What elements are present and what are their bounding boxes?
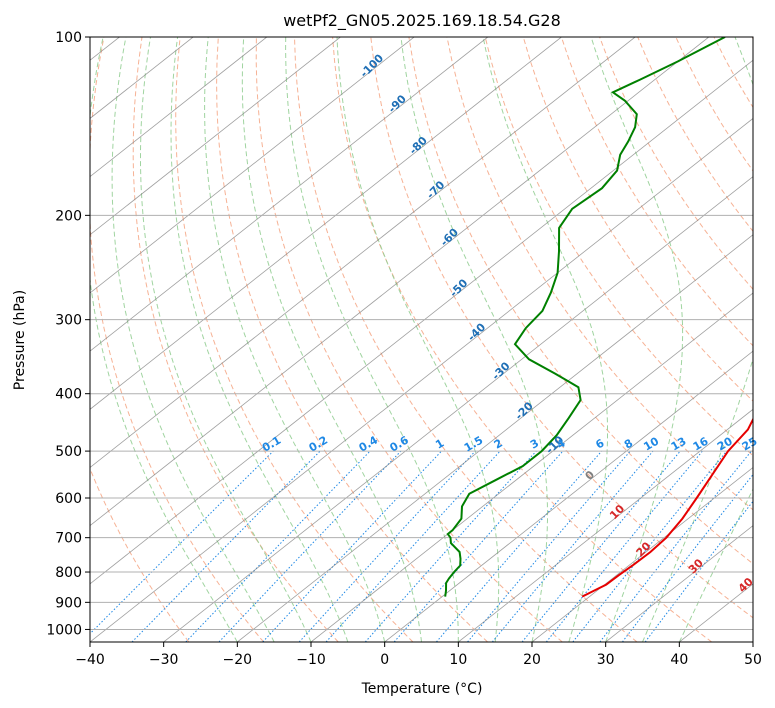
dry-adiabat bbox=[484, 37, 753, 457]
x-tick-label: −10 bbox=[296, 652, 326, 668]
isotherm-line bbox=[605, 525, 753, 642]
x-axis-title: Temperature (°C) bbox=[361, 681, 483, 697]
dry-adiabat bbox=[408, 37, 753, 565]
isotherm-line bbox=[310, 292, 753, 642]
mixing-ratio-line bbox=[599, 450, 752, 642]
mixing-ratio-line bbox=[621, 473, 753, 642]
dewpoint-profile bbox=[444, 37, 726, 597]
mixing-ratio-line bbox=[218, 450, 402, 642]
y-tick-label: 400 bbox=[55, 387, 82, 403]
moist-adiabat bbox=[140, 37, 312, 642]
dry-adiabat bbox=[132, 37, 339, 642]
isotherm-line bbox=[90, 37, 268, 178]
dry-adiabat bbox=[90, 37, 264, 642]
isotherm-line bbox=[752, 641, 753, 642]
temperature-profile bbox=[581, 417, 753, 598]
mixing-ratio-line bbox=[572, 450, 728, 642]
dry-adiabat bbox=[522, 37, 753, 402]
x-tick-label: 0 bbox=[380, 652, 389, 668]
isotherm-line bbox=[458, 408, 753, 642]
chart-title: wetPf2_GN05.2025.169.18.54.G28 bbox=[283, 11, 561, 31]
mixing-ratio-line bbox=[298, 450, 476, 642]
y-tick-label: 800 bbox=[55, 565, 82, 581]
dry-adiabat bbox=[90, 467, 190, 642]
x-tick-label: −40 bbox=[75, 652, 105, 668]
moist-adiabat bbox=[336, 37, 500, 642]
x-tick-label: 10 bbox=[449, 652, 467, 668]
y-tick-label: 1000 bbox=[46, 622, 82, 638]
x-tick-label: −30 bbox=[149, 652, 179, 668]
moist-adiabat bbox=[111, 37, 275, 642]
isotherm-line bbox=[531, 466, 753, 642]
grid-layer bbox=[90, 37, 753, 642]
plot-frame bbox=[89, 36, 754, 643]
mixing-ratio-line bbox=[467, 450, 631, 642]
mixing-ratio-line bbox=[262, 450, 442, 642]
dry-adiabat bbox=[751, 37, 753, 40]
mixing-ratio-line bbox=[393, 450, 564, 642]
moist-adiabat bbox=[590, 37, 684, 642]
isotherm-line bbox=[90, 37, 562, 410]
x-tick-label: 20 bbox=[523, 652, 541, 668]
y-tick-label: 600 bbox=[55, 491, 82, 507]
y-axis-title: Pressure (hPa) bbox=[12, 290, 28, 390]
dry-adiabat bbox=[294, 37, 638, 642]
mixing-ratio-line bbox=[185, 450, 371, 642]
x-tick-label: 30 bbox=[597, 652, 615, 668]
dry-adiabat bbox=[216, 37, 488, 642]
y-tick-label: 100 bbox=[55, 30, 82, 46]
isotherm-line bbox=[90, 117, 753, 642]
y-tick-label: 500 bbox=[55, 444, 82, 460]
x-tick-label: −20 bbox=[223, 652, 253, 668]
mixing-ratio-line bbox=[325, 450, 501, 642]
series-layer bbox=[444, 37, 753, 598]
isotherm-line bbox=[90, 59, 753, 585]
x-tick-label: 50 bbox=[744, 652, 762, 668]
isotherm-line bbox=[90, 37, 636, 468]
isotherm-line bbox=[237, 234, 753, 642]
moist-adiabat bbox=[482, 37, 608, 642]
isotherm-line bbox=[90, 37, 489, 352]
plot-background bbox=[90, 37, 753, 642]
moist-adiabat bbox=[642, 37, 753, 642]
y-tick-label: 900 bbox=[55, 595, 82, 611]
moist-adiabat bbox=[170, 37, 349, 642]
moist-adiabat bbox=[241, 37, 422, 642]
mixing-ratio-line bbox=[436, 450, 603, 642]
mixing-ratio-line bbox=[545, 450, 703, 642]
moist-adiabat bbox=[285, 37, 459, 642]
isotherm-line bbox=[90, 37, 710, 527]
dry-adiabat bbox=[599, 37, 753, 291]
y-tick-label: 300 bbox=[55, 313, 82, 329]
isotherm-line bbox=[90, 37, 415, 294]
x-tick-label: 40 bbox=[670, 652, 688, 668]
y-tick-label: 200 bbox=[55, 208, 82, 224]
dry-adiabat bbox=[446, 37, 753, 511]
dry-adiabat bbox=[370, 37, 753, 619]
dry-adiabat bbox=[255, 37, 563, 642]
moist-adiabat bbox=[400, 37, 548, 642]
isotherm-line bbox=[90, 37, 341, 236]
dry-adiabat bbox=[332, 37, 713, 642]
moist-adiabat bbox=[204, 37, 386, 642]
isotherm-line bbox=[384, 350, 753, 642]
isotherm-line bbox=[163, 176, 753, 642]
y-tick-label: 700 bbox=[55, 531, 82, 547]
axis-layer: −40 −30 −20 −10 0 10 20 30 40 50 1000 900 800 700 600 5… bbox=[46, 30, 762, 668]
